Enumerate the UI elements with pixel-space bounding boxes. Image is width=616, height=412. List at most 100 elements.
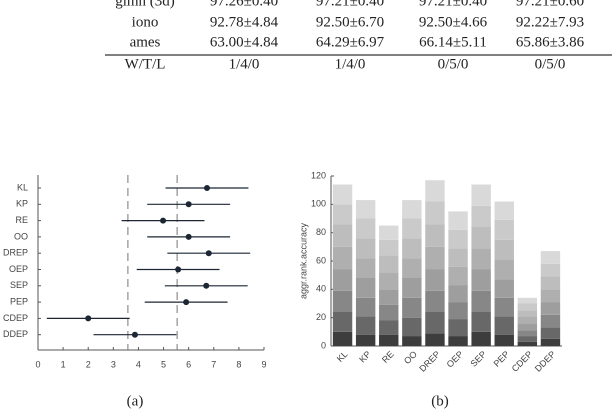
bar-segment [355, 316, 376, 335]
bar-segment [471, 205, 491, 227]
bar-segment [494, 219, 514, 240]
bar-segment [402, 317, 422, 337]
bar-segment [540, 251, 561, 264]
table-cell: 1/4/0 [229, 56, 260, 72]
bar-segment [517, 310, 538, 317]
y-tick-label: 100 [311, 199, 326, 209]
table-cell: 1/4/0 [335, 56, 366, 72]
row-label: W/T/L [125, 56, 166, 72]
bar-segment [425, 333, 445, 346]
bar-segment [517, 330, 538, 337]
bar-segment [379, 289, 399, 305]
x-tick-label: 3 [111, 359, 116, 369]
point [175, 266, 182, 273]
bar-segment [471, 227, 491, 249]
bar-segment [332, 312, 353, 332]
x-tick-label: 6 [186, 359, 191, 369]
x-tick-label: DREP [417, 349, 442, 374]
x-tick-label: KL [335, 349, 350, 364]
row-label: ames [130, 34, 161, 50]
bar-segment [425, 180, 445, 202]
bar-segment [517, 316, 538, 324]
point [185, 233, 192, 240]
bar-segment [379, 320, 399, 335]
x-tick-label: PEP [492, 349, 512, 369]
point [85, 315, 92, 322]
y-tick-label: RE [15, 215, 28, 225]
point [203, 282, 210, 289]
table-cell: 92.78±4.84 [210, 14, 279, 30]
bar-segment [332, 290, 353, 312]
bar-segment [540, 289, 561, 303]
y-tick-label: SEP [10, 280, 28, 290]
bar-segment [355, 218, 376, 239]
table-cell: 97.21±0.40 [316, 0, 384, 9]
bar-segment [402, 336, 422, 346]
bar-segment [379, 255, 399, 273]
bar-segment [494, 316, 514, 335]
bar-segment [425, 224, 445, 247]
bar-segment [471, 248, 491, 270]
x-tick-label: SEP [468, 349, 488, 369]
point [183, 299, 190, 306]
bar-segment [494, 259, 514, 280]
point [131, 331, 138, 338]
y-tick-label: KP [16, 199, 28, 209]
bar-segment [448, 211, 468, 230]
table-cell: 65.86±3.86 [516, 34, 585, 50]
point [185, 201, 192, 208]
y-axis-label: aggr.rank.accuracy [298, 222, 308, 299]
table-cell: 0/5/0 [438, 56, 469, 72]
bar-segment [448, 336, 468, 346]
x-tick-label: RE [380, 349, 396, 365]
y-tick-label: CDEP [3, 313, 28, 323]
bar-segment [448, 229, 468, 249]
x-tick-label: 4 [136, 359, 141, 369]
bar-segment [540, 263, 561, 277]
x-tick-label: 8 [236, 359, 241, 369]
x-tick-label: DDEP [533, 349, 558, 374]
caption: (a) [127, 393, 144, 409]
table-cell: 92.22±7.93 [516, 14, 584, 30]
y-tick-label: OEP [9, 264, 28, 274]
bar-segment [471, 331, 491, 346]
bar-segment [332, 269, 353, 291]
bar-segment [494, 334, 514, 346]
caption: (b) [431, 393, 449, 409]
bar-segment [471, 312, 491, 332]
bar-segment [402, 278, 422, 298]
row-label: iono [132, 14, 159, 30]
table-cell: 63.00±4.84 [210, 34, 279, 50]
x-tick-label: KP [357, 349, 373, 365]
bar-segment [425, 246, 445, 270]
bar-segment [471, 269, 491, 291]
bar-segment [425, 290, 445, 312]
row-label: glmn (3d) [115, 0, 175, 9]
bar-segment [494, 279, 514, 298]
bar-segment [540, 302, 561, 315]
bar-segment [332, 331, 353, 346]
bar-segment [425, 201, 445, 225]
x-tick-label: 7 [211, 359, 216, 369]
bar-segment [540, 314, 561, 328]
bar-segment [471, 184, 491, 206]
bar-segment [332, 246, 353, 270]
bar-segment [332, 204, 353, 225]
bar-segment [355, 238, 376, 259]
table-cell: 66.14±5.11 [419, 34, 487, 50]
y-tick-label: 120 [311, 170, 326, 180]
bar-segment [379, 239, 399, 256]
bar-segment [355, 278, 376, 298]
bar-segment [540, 327, 561, 339]
bar-segment [402, 200, 422, 219]
bar-segment [540, 338, 561, 346]
bar-segment [379, 272, 399, 290]
bar-segment [402, 258, 422, 278]
bar-segment [379, 334, 399, 346]
bar-segment [402, 238, 422, 259]
y-tick-label: DDEP [3, 329, 28, 339]
bar-segment [517, 297, 538, 304]
x-tick-label: CDEP [510, 349, 535, 374]
table-cell: 0/5/0 [535, 56, 566, 72]
